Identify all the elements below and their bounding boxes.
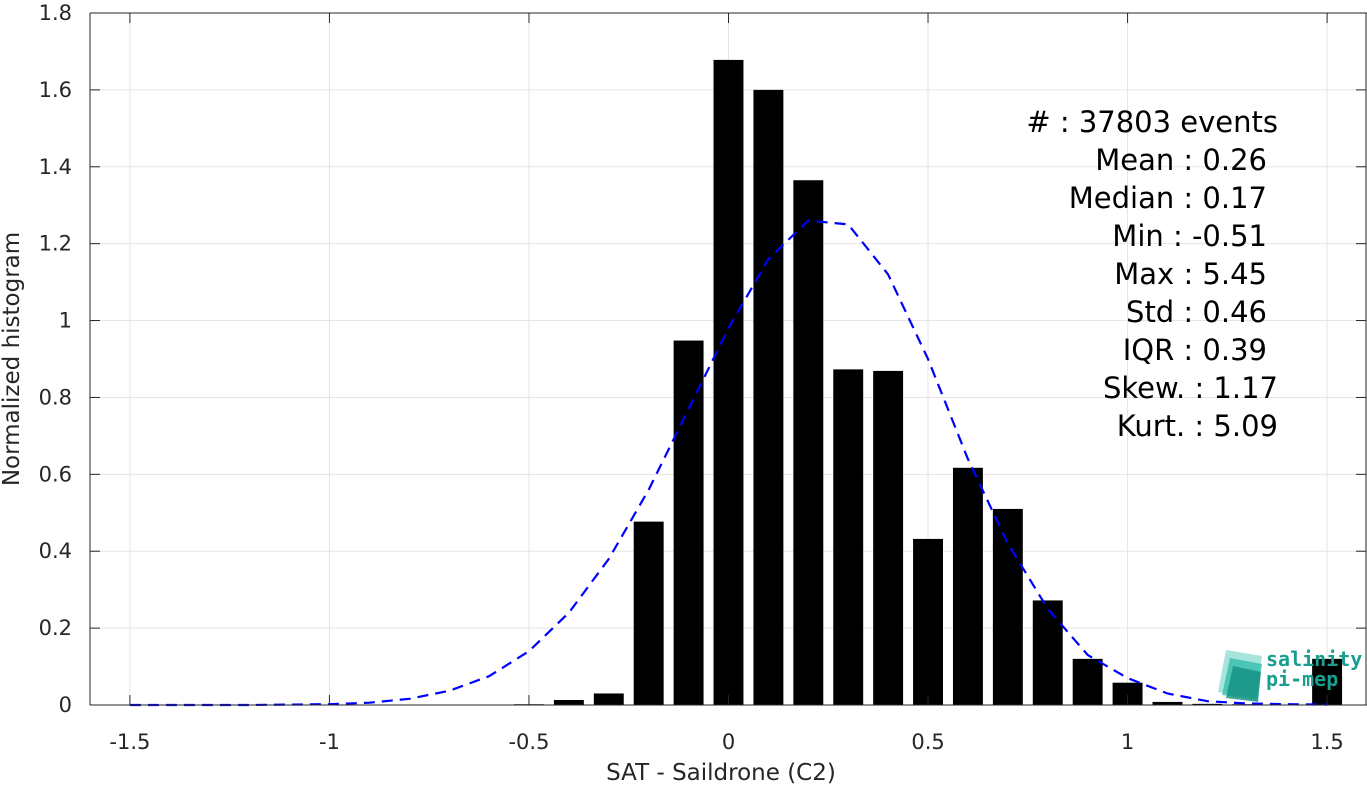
y-tick-label: 1.4 <box>39 155 72 179</box>
x-tick-label: 0 <box>722 730 735 754</box>
salinity-pimep-logo: salinity pi-mep <box>1218 647 1362 702</box>
histogram-bar <box>633 521 664 705</box>
histogram-bar <box>1032 600 1063 705</box>
x-tick-label: -0.5 <box>508 730 549 754</box>
y-tick-label: 0.8 <box>39 385 72 409</box>
logo-line-2: pi-mep <box>1266 667 1338 691</box>
wave-icon <box>1218 650 1262 702</box>
histogram-bar <box>793 180 824 705</box>
histogram-bar <box>1192 703 1223 705</box>
histogram-bar <box>713 59 744 705</box>
y-tick-label: 1.8 <box>39 1 72 25</box>
x-tick-label: -1.5 <box>109 730 150 754</box>
histogram-bar <box>913 538 943 705</box>
y-tick-labels: 0 0.2 0.4 0.6 0.8 1 1.2 1.4 1.6 1.8 <box>39 1 72 717</box>
stat-mean: Mean : 0.26 <box>1095 143 1267 177</box>
histogram-bar <box>873 370 904 705</box>
stat-skew: Skew. : 1.17 <box>1103 371 1278 405</box>
stat-iqr: IQR : 0.39 <box>1123 333 1267 367</box>
y-tick-label: 0.4 <box>39 539 72 563</box>
histogram-bar <box>992 508 1023 705</box>
histogram-bars <box>514 59 1343 705</box>
stat-count: # : 37803 events <box>1026 105 1278 139</box>
y-tick-label: 1.6 <box>39 78 72 102</box>
axes <box>89 12 1367 706</box>
statistics-annotations: # : 37803 events Mean : 0.26 Median : 0.… <box>1026 105 1278 443</box>
x-tick-label: -1 <box>319 730 340 754</box>
y-tick-label: 1 <box>59 309 72 333</box>
histogram-bar <box>753 89 784 705</box>
x-tick-label: 1 <box>1121 730 1134 754</box>
histogram-bar <box>833 369 864 705</box>
histogram-bar <box>1152 701 1183 705</box>
stat-min: Min : -0.51 <box>1112 219 1267 253</box>
y-tick-label: 1.2 <box>39 232 72 256</box>
y-tick-label: 0.2 <box>39 616 72 640</box>
histogram-bar <box>1112 682 1143 705</box>
histogram-bar <box>553 700 584 705</box>
histogram-bar <box>1072 658 1103 705</box>
x-tick-labels: -1.5 -1 -0.5 0 0.5 1 1.5 <box>109 730 1343 754</box>
stat-std: Std : 0.46 <box>1126 295 1267 329</box>
x-tick-label: 1.5 <box>1310 730 1343 754</box>
histogram-bar <box>593 693 624 705</box>
stat-median: Median : 0.17 <box>1069 181 1267 215</box>
x-axis-label: SAT - Saildrone (C2) <box>606 760 836 785</box>
histogram-bar <box>952 467 983 705</box>
y-tick-label: 0 <box>59 693 72 717</box>
histogram-bar <box>673 340 704 705</box>
x-tick-label: 0.5 <box>911 730 944 754</box>
stat-max: Max : 5.45 <box>1114 257 1267 291</box>
stat-kurt: Kurt. : 5.09 <box>1117 409 1278 443</box>
logo-line-1: salinity <box>1266 647 1362 671</box>
y-axis-label: Normalized histogram <box>0 232 25 486</box>
y-tick-label: 0.6 <box>39 462 72 486</box>
